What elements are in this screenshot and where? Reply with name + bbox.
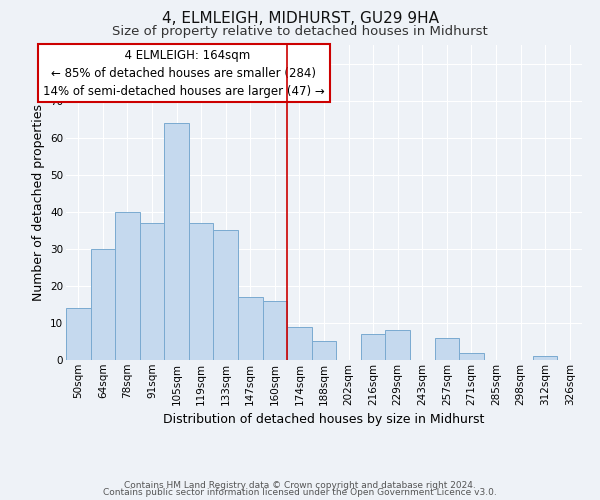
Bar <box>140 223 164 360</box>
Bar <box>385 330 410 360</box>
Y-axis label: Number of detached properties: Number of detached properties <box>32 104 44 301</box>
X-axis label: Distribution of detached houses by size in Midhurst: Distribution of detached houses by size … <box>163 413 485 426</box>
Text: Contains HM Land Registry data © Crown copyright and database right 2024.: Contains HM Land Registry data © Crown c… <box>124 481 476 490</box>
Bar <box>164 123 189 360</box>
Text: 4, ELMLEIGH, MIDHURST, GU29 9HA: 4, ELMLEIGH, MIDHURST, GU29 9HA <box>161 11 439 26</box>
Bar <box>66 308 91 360</box>
Bar <box>238 297 263 360</box>
Text: Contains public sector information licensed under the Open Government Licence v3: Contains public sector information licen… <box>103 488 497 497</box>
Bar <box>361 334 385 360</box>
Bar <box>214 230 238 360</box>
Bar <box>263 300 287 360</box>
Bar <box>115 212 140 360</box>
Bar <box>459 352 484 360</box>
Bar <box>91 249 115 360</box>
Text: 4 ELMLEIGH: 164sqm
← 85% of detached houses are smaller (284)
14% of semi-detach: 4 ELMLEIGH: 164sqm ← 85% of detached hou… <box>43 48 325 98</box>
Bar <box>434 338 459 360</box>
Bar <box>533 356 557 360</box>
Bar <box>189 223 214 360</box>
Text: Size of property relative to detached houses in Midhurst: Size of property relative to detached ho… <box>112 25 488 38</box>
Bar <box>312 342 336 360</box>
Bar <box>287 326 312 360</box>
